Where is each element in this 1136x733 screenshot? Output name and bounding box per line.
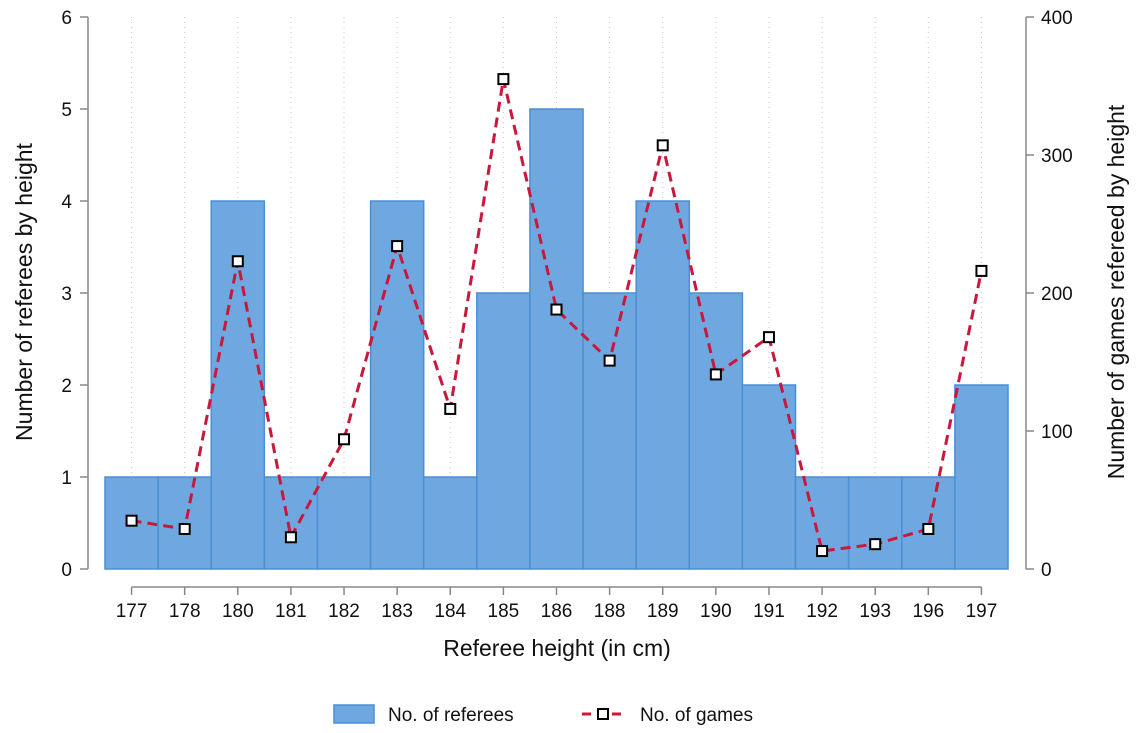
y-tick-label-2: 2: [61, 376, 72, 397]
x-tick-label-188: 188: [594, 601, 626, 622]
x-tick-label-183: 183: [381, 601, 413, 622]
games-marker-182: [338, 433, 351, 446]
bar-197: [954, 384, 1009, 570]
y-tick-label-0: 0: [61, 560, 72, 581]
games-marker-185: [497, 73, 510, 86]
games-marker-193: [869, 538, 882, 551]
x-tick-label-180: 180: [222, 601, 254, 622]
x-tick-label-185: 185: [488, 601, 520, 622]
bar-182: [316, 476, 372, 570]
x-tick-label-177: 177: [116, 601, 148, 622]
x-tick-label-196: 196: [912, 601, 944, 622]
legend-bar-label: No. of referees: [388, 705, 514, 726]
legend-line-label: No. of games: [640, 705, 753, 726]
bar-185: [476, 292, 531, 570]
games-line: [131, 77, 983, 553]
x-tick-label-182: 182: [328, 601, 360, 622]
bars-layer: [104, 108, 1009, 570]
games-marker-197: [975, 264, 988, 277]
bar-181: [263, 476, 319, 570]
games-marker-178: [178, 522, 191, 535]
y-axis-title: Number of referees by height: [11, 142, 37, 440]
y-tick-label-6: 6: [61, 8, 72, 29]
y2-axis-title: Number of games refereed by height: [1103, 104, 1129, 479]
games-marker-183: [391, 240, 404, 253]
y2-tick-label-400: 400: [1041, 8, 1073, 29]
games-marker-184: [444, 402, 457, 415]
x-tick-label-178: 178: [169, 601, 201, 622]
y2-tick-label-100: 100: [1041, 422, 1073, 443]
games-marker-186: [550, 303, 563, 316]
x-tick-label-181: 181: [275, 601, 307, 622]
games-marker-189: [656, 139, 669, 152]
x-axis-title: Referee height (in cm): [443, 635, 671, 661]
x-tick-label-186: 186: [541, 601, 573, 622]
legend: No. of referees No. of games: [333, 704, 753, 726]
bar-189: [635, 200, 691, 570]
y-tick-label-1: 1: [61, 468, 72, 489]
y2-tick-label-200: 200: [1041, 284, 1073, 305]
games-marker-190: [709, 368, 722, 381]
bar-184: [422, 476, 478, 570]
legend-marker-swatch: [597, 708, 609, 720]
y2-tick-label-300: 300: [1041, 146, 1073, 167]
bar-193: [847, 476, 903, 570]
x-tick-label-191: 191: [753, 601, 785, 622]
x-tick-label-192: 192: [806, 601, 838, 622]
bar-191: [741, 384, 797, 570]
bar-186: [529, 108, 584, 570]
y-tick-label-3: 3: [61, 284, 72, 305]
games-marker-196: [922, 522, 935, 535]
y-tick-label-4: 4: [61, 192, 72, 213]
y2-tick-label-0: 0: [1041, 560, 1052, 581]
games-marker-180: [231, 255, 244, 268]
games-marker-188: [603, 354, 616, 367]
line-layer: [125, 73, 988, 558]
bar-188: [582, 292, 637, 570]
x-tick-label-190: 190: [700, 601, 732, 622]
axes-layer: 0 1 2 3 4 5 6 0 100 200 300 400 177 178 180 181 182 183 18…: [61, 8, 1072, 622]
bar-190: [688, 292, 744, 570]
bar-183: [369, 200, 425, 570]
y-tick-label-5: 5: [61, 100, 72, 121]
games-marker-181: [284, 531, 297, 544]
games-marker-192: [816, 545, 829, 558]
x-tick-label-189: 189: [647, 601, 679, 622]
x-tick-label-184: 184: [434, 601, 466, 622]
x-tick-label-197: 197: [966, 601, 998, 622]
x-tick-label-193: 193: [859, 601, 891, 622]
games-marker-177: [125, 514, 138, 527]
legend-bar-swatch: [333, 704, 375, 724]
games-marker-191: [762, 331, 775, 344]
